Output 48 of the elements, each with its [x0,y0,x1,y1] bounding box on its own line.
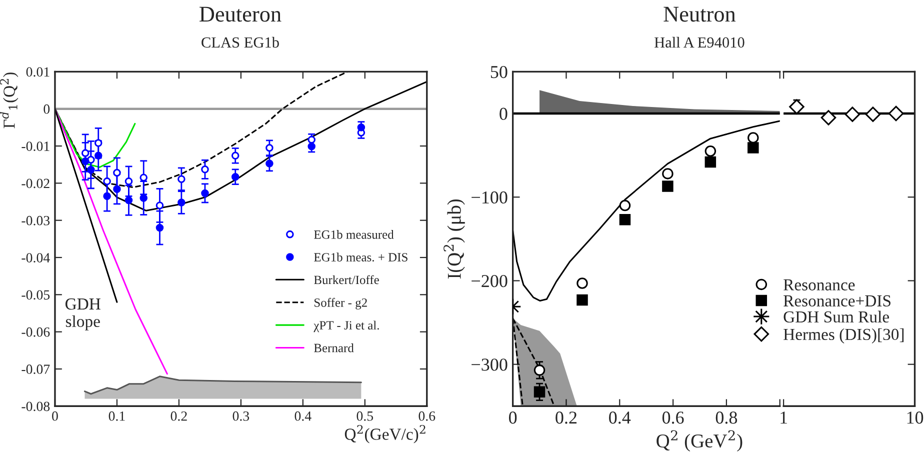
y-tick-label: -0.01 [22,142,50,152]
legend-label: χPT - Ji et al. [314,320,379,332]
x-tick-label: 0.6 [418,411,436,421]
x-tick-label: 0.4 [609,412,631,424]
x-tick-label: 0.6 [662,412,684,424]
x-tick-label: 0.2 [556,412,577,424]
y-tick-label: -0.08 [22,402,50,412]
legend-label: Soffer - g2 [314,298,367,310]
legend-label: GDH Sum Rule [784,310,889,323]
x-tick-label: 0.2 [170,411,187,421]
y-tick-label: 0 [500,108,508,120]
x-tick-label: 0.5 [356,411,374,421]
x-tick-label: 10 [907,412,924,424]
y-axis-title: Γ$^{d}$$_{1}$(Q$^{2}$) [0,72,18,128]
x-tick-label: 0.8 [716,412,738,424]
x-tick-label: 0 [52,411,58,421]
x-tick-label: 1 [780,412,787,424]
legend-label: EG1b measured [314,230,394,239]
x-tick-label: 0.3 [232,411,250,421]
x-axis-title: Q$^{2}$ (GeV$^{2}$) [656,430,742,452]
y-tick-label: -0.03 [22,216,50,226]
y-tick-label: 50 [490,66,508,78]
legend-label: EG1b meas. + DIS [314,252,408,262]
x-tick-label: 0.4 [294,411,312,421]
y-tick-label: 0 [44,104,50,114]
y-tick-label: −100 [472,191,508,204]
y-tick-label: −300 [472,358,508,371]
annotation: GDH slope [66,298,100,330]
chart-title: Neutron [664,6,736,22]
y-tick-label: 0.01 [26,67,50,77]
legend-label: Burkert/Ioffe [314,275,379,284]
legend-label: Resonance [784,279,855,290]
y-tick-label: -0.05 [22,290,50,300]
y-tick-label: -0.07 [22,364,50,374]
legend-label: Resonance+DIS [784,295,890,306]
y-tick-label: -0.02 [22,178,50,188]
y-tick-label: -0.06 [22,327,50,337]
x-tick-label: 0.1 [108,411,125,421]
y-axis-title: I(Q$^{2}$) (μb) [444,199,465,279]
legend-label: Hermes (DIS)[30] [784,328,904,344]
y-tick-label: −200 [472,274,508,288]
legend-label: Bernard [314,343,354,352]
x-tick-label: 0 [508,412,517,424]
x-axis-title: Q$^{2}$(GeV/c)$^{2}$ [344,424,426,444]
chart-subtitle: Hall A E94010 [654,36,744,48]
chart-subtitle: CLAS EG1b [202,36,279,48]
y-tick-label: -0.04 [22,253,50,263]
chart-title: Deuteron [200,6,282,22]
